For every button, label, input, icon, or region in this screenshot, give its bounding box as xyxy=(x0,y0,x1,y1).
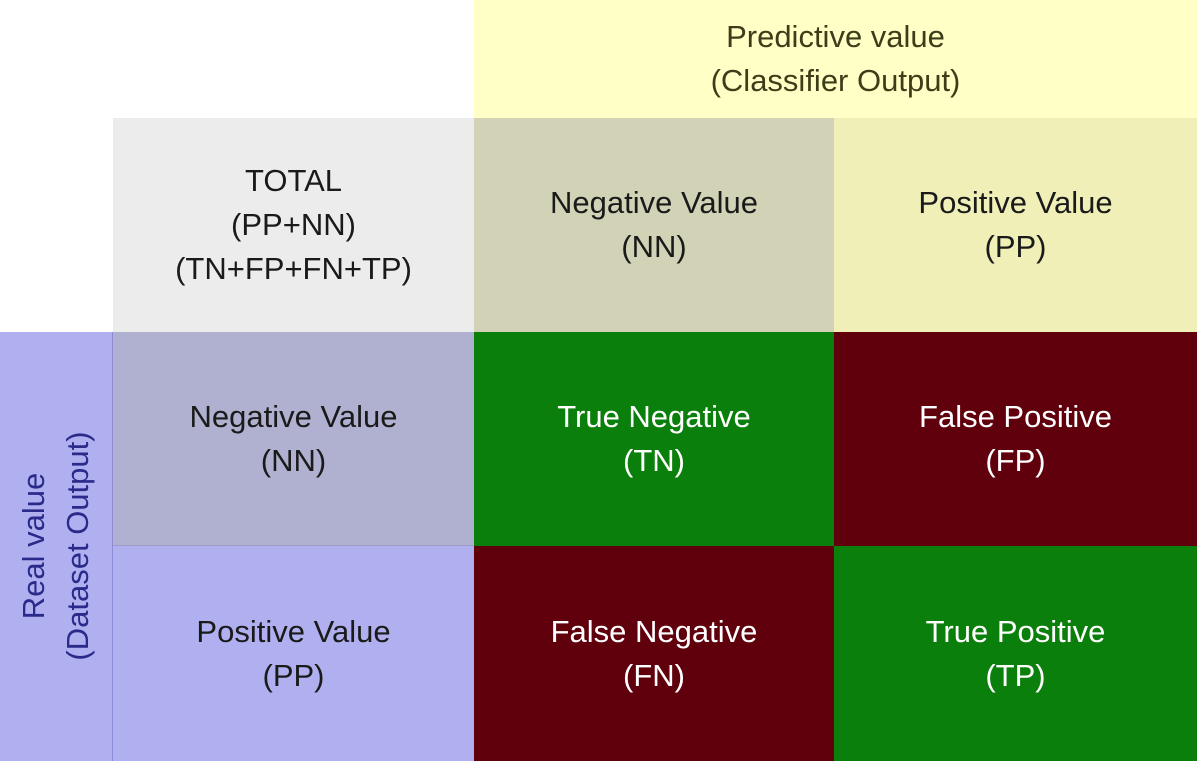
false-negative-cell: False Negative (FN) xyxy=(474,546,834,761)
total-formula-1: (PP+NN) xyxy=(231,207,356,242)
true-negative-label: True Negative xyxy=(557,399,751,434)
predictive-value-header: Predictive value (Classifier Output) xyxy=(474,0,1197,118)
total-title: TOTAL xyxy=(244,163,343,198)
column-header-negative: Negative Value (NN) xyxy=(474,118,834,332)
true-positive-cell: True Positive (TP) xyxy=(834,546,1197,761)
row-positive-abbr: (PP) xyxy=(262,657,325,693)
total-formula-2: (TN+FP+FN+TP) xyxy=(175,251,412,286)
real-header-subtitle: (Dataset Output) xyxy=(60,431,95,661)
false-positive-abbr: (FP) xyxy=(985,443,1046,478)
true-positive-abbr: (TP) xyxy=(985,657,1046,693)
row-header-negative: Negative Value (NN) xyxy=(113,332,474,546)
real-value-header: Real value (Dataset Output) xyxy=(0,332,113,761)
false-positive-cell: False Positive (FP) xyxy=(834,332,1197,546)
predictive-header-title: Predictive value xyxy=(726,19,945,54)
true-negative-abbr: (TN) xyxy=(623,443,685,478)
column-negative-abbr: (NN) xyxy=(621,229,687,264)
true-positive-label: True Positive xyxy=(925,613,1106,649)
row-negative-label: Negative Value xyxy=(189,398,398,434)
false-negative-abbr: (FN) xyxy=(623,657,685,693)
column-negative-label: Negative Value xyxy=(550,185,758,220)
total-cell: TOTAL (PP+NN) (TN+FP+FN+TP) xyxy=(113,118,474,332)
false-positive-label: False Positive xyxy=(919,399,1112,434)
real-header-title: Real value xyxy=(16,472,51,620)
column-positive-label: Positive Value xyxy=(918,185,1113,220)
predictive-header-subtitle: (Classifier Output) xyxy=(710,63,961,98)
true-negative-cell: True Negative (TN) xyxy=(474,332,834,546)
row-negative-abbr: (NN) xyxy=(260,442,327,478)
row-header-positive: Positive Value (PP) xyxy=(113,546,474,761)
column-header-positive: Positive Value (PP) xyxy=(834,118,1197,332)
column-positive-abbr: (PP) xyxy=(984,229,1047,264)
row-positive-label: Positive Value xyxy=(196,613,391,649)
false-negative-label: False Negative xyxy=(550,613,758,649)
